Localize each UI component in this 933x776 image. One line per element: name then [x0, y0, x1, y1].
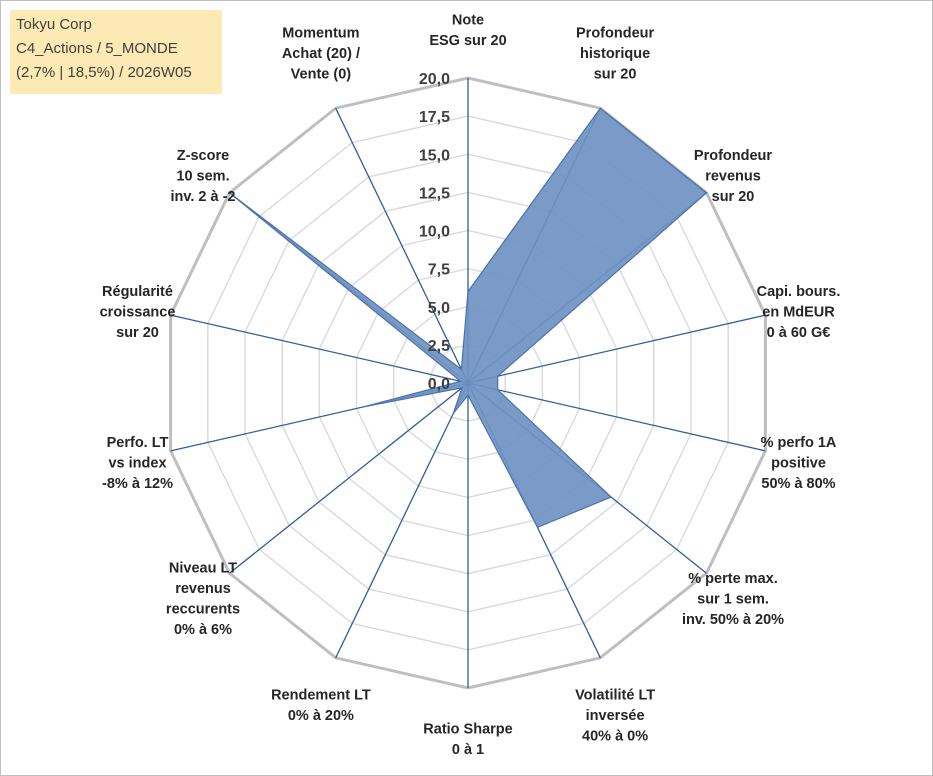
axis-label-6-line-1: inversée — [586, 708, 645, 724]
axis-label-0: Note ESG sur 20 — [429, 12, 506, 49]
axis-label-3-line-0: Capi. bours. — [757, 284, 841, 300]
axis-label-2-line-1: revenus — [705, 169, 761, 185]
axis-label-11-line-2: sur 20 — [116, 325, 159, 341]
axis-label-4: % perfo 1A positive 50% à 80% — [761, 435, 837, 492]
axis-label-1: Profondeur historique sur 20 — [576, 25, 654, 82]
axis-label-9-line-3: 0% à 6% — [174, 622, 232, 638]
axis-label-8: Rendement LT 0% à 20% — [271, 688, 371, 725]
title-company: Tokyu Corp — [16, 16, 92, 33]
title-category: C4_Actions / 5_MONDE — [16, 40, 178, 57]
axis-label-6: Volatilité LT inversée 40% à 0% — [575, 688, 655, 745]
tick-label-3: 7,5 — [428, 262, 450, 279]
axis-label-13-line-0: Momentum — [282, 25, 359, 41]
tick-label-4: 10,0 — [419, 224, 450, 241]
axis-label-8-line-0: Rendement LT — [271, 688, 371, 704]
radar-series — [229, 107, 708, 529]
axis-label-12: Z-score 10 sem. inv. 2 à -2 — [170, 148, 235, 205]
spoke-3 — [467, 314, 766, 384]
axis-label-13-line-2: Vente (0) — [291, 66, 352, 82]
axis-label-12-line-0: Z-score — [177, 148, 229, 164]
tick-label-0: 0,0 — [428, 376, 450, 393]
axis-label-9-line-2: reccurents — [166, 602, 240, 618]
axis-label-0-line-0: Note — [452, 12, 484, 28]
axis-label-0-line-1: ESG sur 20 — [429, 33, 506, 49]
axis-label-7: Ratio Sharpe 0 à 1 — [423, 721, 512, 758]
axis-label-9: Niveau LT revenus reccurents 0% à 6% — [166, 561, 240, 639]
axis-label-5-line-1: sur 1 sem. — [697, 591, 769, 607]
axis-label-7-line-1: 0 à 1 — [452, 742, 484, 758]
axis-label-10-line-0: Perfo. LT — [107, 435, 169, 451]
axis-label-5: % perte max. sur 1 sem. inv. 50% à 20% — [682, 571, 784, 628]
axis-label-11: Régularité croissance sur 20 — [100, 284, 176, 341]
axis-label-13-line-1: Achat (20) / — [282, 46, 360, 62]
axis-labels: Note ESG sur 20 Profondeur historique sur 20… — [100, 12, 841, 758]
axis-label-6-line-0: Volatilité LT — [575, 688, 655, 704]
axis-label-9-line-1: revenus — [175, 581, 231, 597]
axis-label-10-line-1: vs index — [108, 455, 166, 471]
axis-label-7-line-0: Ratio Sharpe — [423, 721, 512, 737]
axis-label-3: Capi. bours. en MdEUR 0 à 60 G€ — [757, 284, 841, 341]
chart-title-box: Tokyu Corp C4_Actions / 5_MONDE (2,7% | … — [10, 10, 222, 94]
axis-label-1-line-2: sur 20 — [594, 66, 637, 82]
spoke-4 — [467, 382, 766, 452]
axis-label-2-line-0: Profondeur — [694, 148, 772, 164]
tick-label-8: 20,0 — [419, 71, 450, 88]
axis-label-5-line-2: inv. 50% à 20% — [682, 612, 784, 628]
axis-label-1-line-1: historique — [580, 46, 650, 62]
tick-label-5: 12,5 — [419, 185, 450, 202]
axis-label-3-line-2: 0 à 60 G€ — [767, 325, 831, 341]
radial-tick-labels: 0,0 2,5 5,0 7,5 10,0 12,5 15,0 17,5 20,0 — [419, 71, 450, 393]
axis-label-10-line-2: -8% à 12% — [102, 476, 173, 492]
axis-label-4-line-2: 50% à 80% — [761, 476, 835, 492]
series-area-0 — [229, 107, 708, 529]
axis-label-12-line-1: 10 sem. — [176, 169, 229, 185]
spoke-11 — [170, 314, 469, 384]
spoke-8 — [335, 382, 469, 659]
axis-label-9-line-0: Niveau LT — [169, 561, 237, 577]
spoke-9 — [229, 382, 469, 574]
tick-label-1: 2,5 — [428, 338, 450, 355]
title-range-week: (2,7% | 18,5%) / 2026W05 — [16, 64, 192, 81]
axis-label-2: Profondeur revenus sur 20 — [694, 148, 772, 205]
axis-label-4-line-0: % perfo 1A — [761, 435, 837, 451]
axis-label-8-line-1: 0% à 20% — [288, 708, 354, 724]
axis-label-11-line-0: Régularité — [102, 284, 173, 300]
axis-label-5-line-0: % perte max. — [688, 571, 777, 587]
axis-label-11-line-1: croissance — [100, 305, 176, 321]
axis-label-10: Perfo. LT vs index -8% à 12% — [102, 435, 173, 492]
tick-label-2: 5,0 — [428, 300, 450, 317]
tick-label-6: 15,0 — [419, 147, 450, 164]
axis-label-1-line-0: Profondeur — [576, 25, 654, 41]
tick-label-7: 17,5 — [419, 109, 450, 126]
axis-label-13: Momentum Achat (20) / Vente (0) — [282, 25, 360, 82]
axis-label-6-line-2: 40% à 0% — [582, 729, 648, 745]
spoke-13 — [335, 107, 469, 384]
axis-label-3-line-1: en MdEUR — [762, 305, 835, 321]
axis-label-2-line-2: sur 20 — [712, 189, 755, 205]
axis-label-4-line-1: positive — [771, 455, 826, 471]
axis-label-12-line-2: inv. 2 à -2 — [170, 189, 235, 205]
